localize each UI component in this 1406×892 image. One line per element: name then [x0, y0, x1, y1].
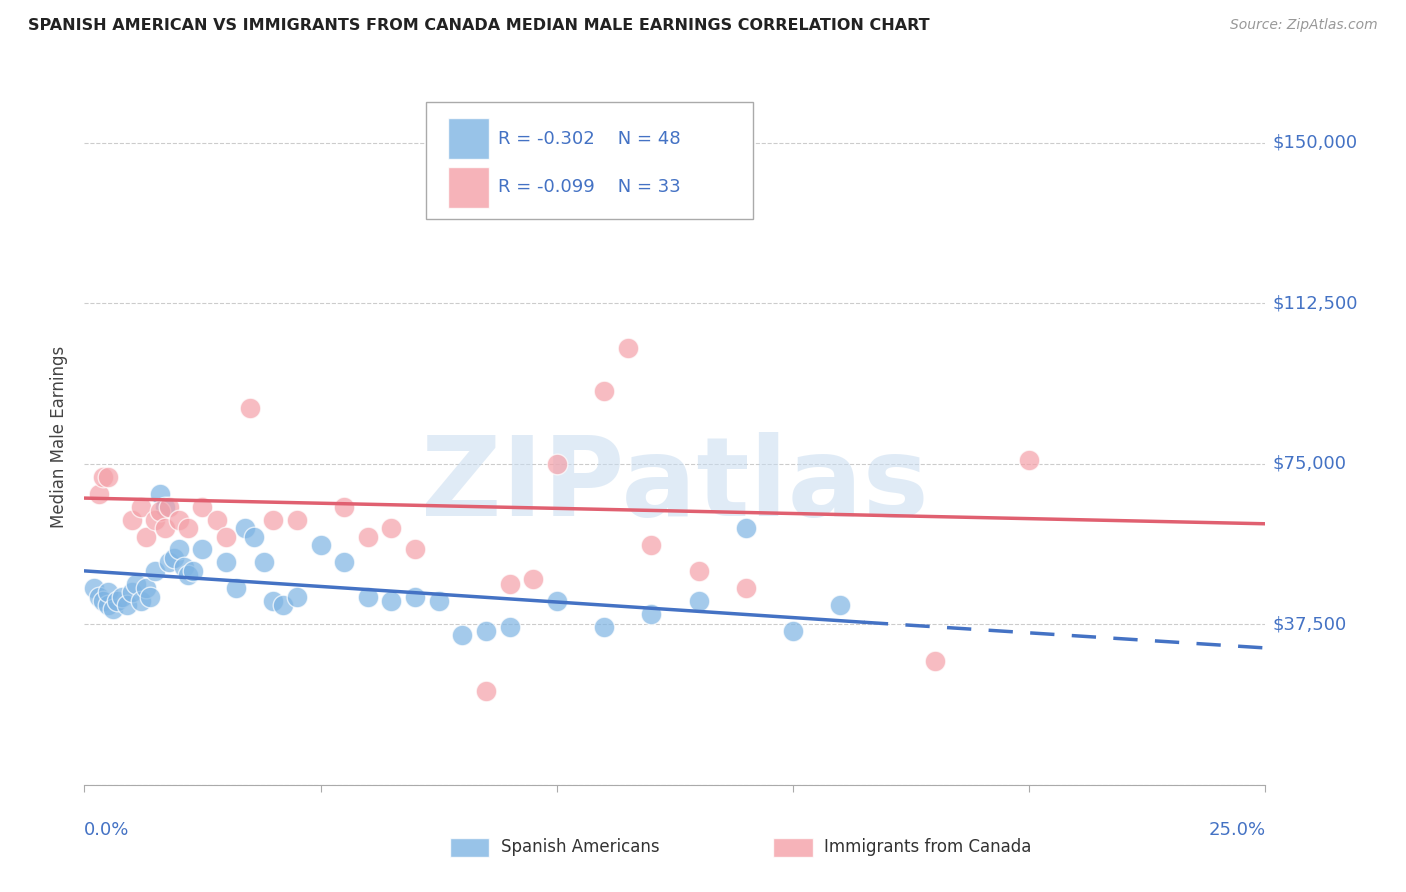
Point: [101, 602, 124, 616]
Point: [157, 555, 180, 569]
Text: Source: ZipAtlas.com: Source: ZipAtlas.com: [1230, 18, 1378, 32]
Point: [239, 401, 262, 416]
Point: [233, 521, 256, 535]
Point: [91, 594, 114, 608]
Point: [333, 555, 356, 569]
Point: [97, 585, 120, 599]
Point: [475, 624, 498, 638]
Point: [181, 564, 204, 578]
Point: [427, 594, 450, 608]
Text: Immigrants from Canada: Immigrants from Canada: [824, 838, 1031, 856]
Point: [357, 590, 380, 604]
Point: [285, 512, 308, 526]
Point: [135, 581, 157, 595]
Text: Spanish Americans: Spanish Americans: [501, 838, 659, 856]
Point: [830, 598, 852, 612]
Point: [522, 573, 544, 587]
Text: 25.0%: 25.0%: [1208, 821, 1265, 838]
Point: [640, 607, 662, 621]
Point: [253, 555, 276, 569]
Point: [262, 594, 284, 608]
Point: [498, 576, 520, 591]
Point: [129, 594, 152, 608]
Text: $75,000: $75,000: [1272, 455, 1347, 473]
Point: [333, 500, 356, 514]
Point: [167, 542, 190, 557]
Point: [475, 683, 498, 698]
Point: [404, 542, 426, 557]
Point: [1018, 452, 1040, 467]
Point: [97, 598, 120, 612]
Point: [83, 581, 105, 595]
Point: [924, 654, 946, 668]
Point: [380, 594, 402, 608]
Point: [782, 624, 804, 638]
Point: [97, 469, 120, 483]
Point: [498, 619, 520, 633]
Point: [191, 500, 214, 514]
Point: [734, 521, 756, 535]
Point: [205, 512, 228, 526]
Point: [593, 384, 616, 398]
Point: [107, 594, 129, 608]
Point: [191, 542, 214, 557]
Point: [121, 512, 143, 526]
Point: [215, 555, 238, 569]
Point: [177, 568, 200, 582]
Y-axis label: Median Male Earnings: Median Male Earnings: [51, 346, 69, 528]
Point: [135, 530, 157, 544]
Point: [91, 469, 114, 483]
Point: [177, 521, 200, 535]
Point: [380, 521, 402, 535]
Point: [153, 500, 176, 514]
Point: [546, 457, 568, 471]
Point: [115, 598, 138, 612]
Text: $112,500: $112,500: [1272, 294, 1358, 312]
Point: [225, 581, 247, 595]
Point: [163, 551, 186, 566]
Text: 0.0%: 0.0%: [84, 821, 129, 838]
Text: $150,000: $150,000: [1272, 134, 1358, 152]
Point: [285, 590, 308, 604]
Point: [309, 538, 332, 552]
Point: [271, 598, 294, 612]
Point: [125, 576, 148, 591]
Point: [139, 590, 162, 604]
Point: [640, 538, 662, 552]
Point: [157, 500, 180, 514]
Point: [262, 512, 284, 526]
Point: [688, 564, 710, 578]
Text: R = -0.099    N = 33: R = -0.099 N = 33: [498, 178, 681, 196]
Point: [546, 594, 568, 608]
Point: [593, 619, 616, 633]
Point: [143, 512, 166, 526]
Text: SPANISH AMERICAN VS IMMIGRANTS FROM CANADA MEDIAN MALE EARNINGS CORRELATION CHAR: SPANISH AMERICAN VS IMMIGRANTS FROM CANA…: [28, 18, 929, 33]
Point: [129, 500, 152, 514]
Point: [153, 521, 176, 535]
Point: [616, 341, 638, 355]
Point: [149, 504, 172, 518]
Point: [243, 530, 266, 544]
Point: [688, 594, 710, 608]
Point: [734, 581, 756, 595]
Point: [111, 590, 134, 604]
Point: [404, 590, 426, 604]
Point: [143, 564, 166, 578]
Text: ZIPatlas: ZIPatlas: [420, 433, 929, 540]
Point: [87, 590, 110, 604]
Point: [215, 530, 238, 544]
Point: [173, 559, 195, 574]
Point: [149, 487, 172, 501]
Text: $37,500: $37,500: [1272, 615, 1347, 633]
Point: [451, 628, 474, 642]
Point: [87, 487, 110, 501]
Point: [121, 585, 143, 599]
Point: [357, 530, 380, 544]
Text: R = -0.302    N = 48: R = -0.302 N = 48: [498, 130, 681, 148]
Point: [167, 512, 190, 526]
